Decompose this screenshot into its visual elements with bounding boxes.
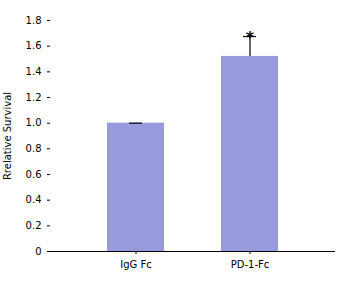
svg-text:0.6: 0.6 bbox=[26, 169, 42, 180]
svg-text:1.0: 1.0 bbox=[26, 117, 42, 128]
svg-text:0: 0 bbox=[35, 246, 41, 257]
svg-text:1.4: 1.4 bbox=[26, 66, 42, 77]
svg-text:1.8: 1.8 bbox=[26, 15, 42, 26]
svg-text:1.2: 1.2 bbox=[26, 92, 42, 103]
svg-text:Rrelative Survival: Rrelative Survival bbox=[2, 92, 13, 180]
svg-text:PD-1-Fc: PD-1-Fc bbox=[231, 259, 270, 270]
svg-text:1.6: 1.6 bbox=[26, 40, 42, 51]
svg-text:0.8: 0.8 bbox=[26, 143, 42, 154]
svg-text:0.4: 0.4 bbox=[26, 194, 42, 205]
svg-text:*: * bbox=[246, 28, 255, 47]
svg-text:IgG Fc: IgG Fc bbox=[120, 259, 151, 270]
svg-text:0.2: 0.2 bbox=[26, 220, 42, 231]
